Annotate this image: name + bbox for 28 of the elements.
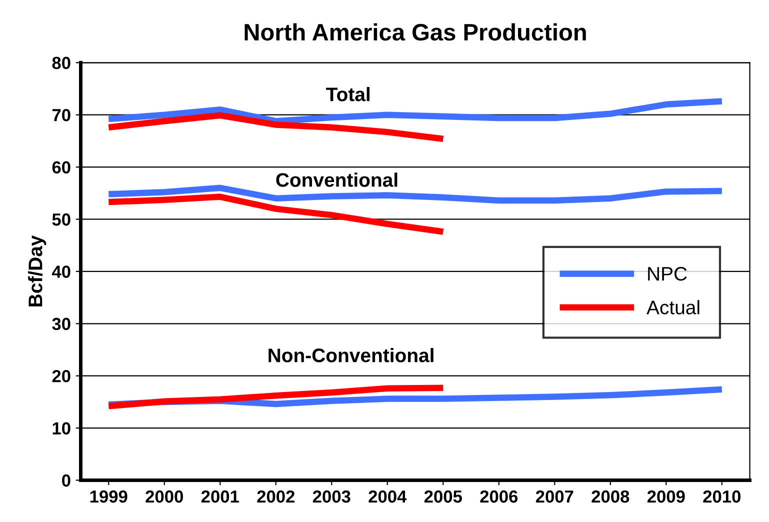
y-tick-label: 80	[52, 56, 70, 70]
chart-title: North America Gas Production	[244, 23, 586, 41]
x-tick-label: 2001	[201, 490, 239, 503]
x-tick-label: 2006	[480, 490, 518, 503]
y-tick-label: 0	[62, 474, 70, 487]
x-tick-label: 2003	[312, 490, 350, 503]
x-tick-label: 2004	[368, 490, 407, 503]
y-tick-label: 70	[52, 109, 70, 122]
x-tick-label: 2008	[592, 490, 630, 503]
annotation: Conventional	[276, 172, 398, 187]
y-tick-label: 50	[52, 213, 70, 226]
x-tick-label: 2009	[647, 490, 685, 503]
annotation: Total	[326, 86, 370, 102]
x-tick-label: 2002	[257, 490, 294, 503]
y-tick-label: 30	[52, 318, 70, 330]
x-tick-label: 1999	[90, 490, 128, 503]
y-tick-label: 10	[52, 422, 70, 434]
x-tick-label: 2007	[536, 490, 574, 503]
annotation: Non-Conventional	[268, 348, 434, 362]
y-tick-label: 40	[52, 266, 70, 278]
y-tick-label: 20	[52, 370, 70, 382]
legend-label: Actual	[646, 300, 700, 314]
y-tick-label: 60	[52, 161, 70, 174]
x-tick-label: 2005	[424, 490, 462, 503]
x-tick-label: 2000	[146, 490, 183, 503]
x-tick-label: 2010	[703, 490, 740, 503]
legend-label: NPC	[648, 266, 687, 281]
y-axis-title: Bcf/Day	[28, 235, 46, 306]
